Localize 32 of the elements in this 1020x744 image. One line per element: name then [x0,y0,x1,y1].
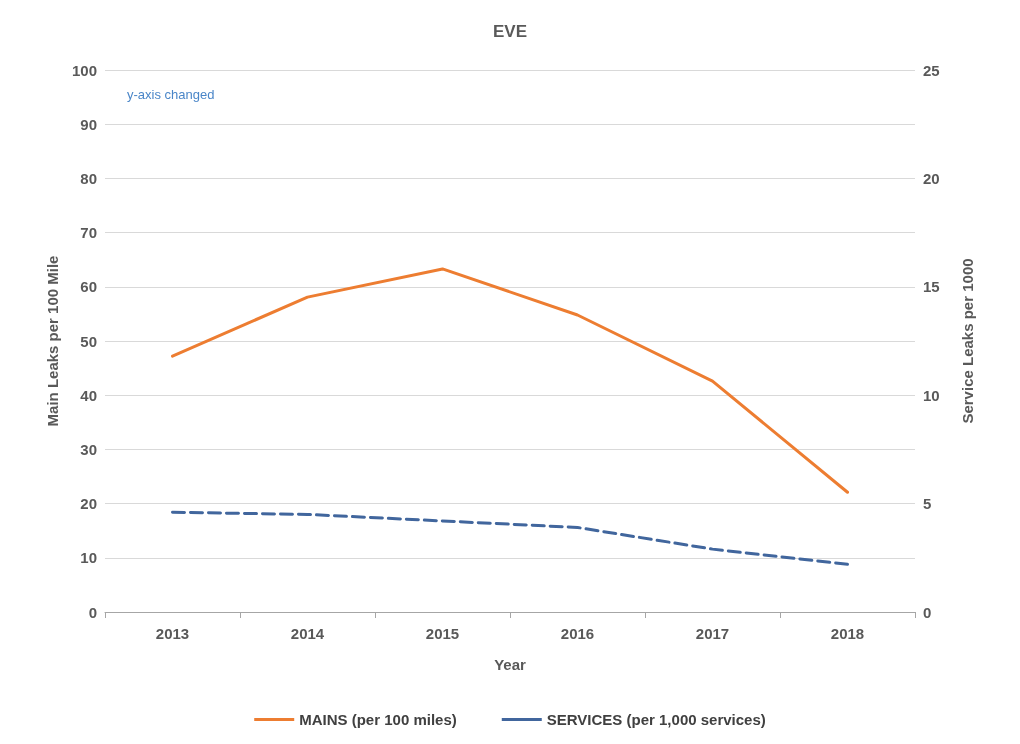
x-tick-label: 2017 [695,625,730,642]
legend-label: SERVICES (per 1,000 services) [546,711,766,728]
y2-tick-label: 20 [923,169,940,187]
y2-axis-title: Service Leaks per 1000 [959,258,976,424]
annotation: y-axis changed [127,87,215,102]
legend-label: MAINS (per 100 miles) [299,711,457,728]
x-tick-label: 2015 [425,625,460,642]
y2-tick-label: 10 [923,386,940,404]
y-tick-label: 10 [80,549,97,567]
y-tick-label: 60 [80,278,97,296]
line-series [171,267,849,494]
line-series [171,510,849,566]
y-tick-label: 40 [80,386,97,404]
y-tick-label: 20 [80,495,97,513]
x-tick-label: 2013 [155,625,190,642]
y-tick-label: 80 [80,169,97,187]
y-tick-label: 0 [88,603,97,621]
y2-tick-label: 5 [923,495,932,513]
y2-tick-label: 15 [923,278,940,296]
y-tick-label: 50 [80,332,97,350]
x-tick-label: 2016 [560,625,595,642]
y-tick-label: 70 [80,224,97,242]
y2-tick-label: 25 [923,61,940,79]
y-tick-label: 90 [80,115,97,133]
y-tick-label: 30 [80,440,97,458]
x-axis-title: Year [494,656,527,673]
chart-title: EVE [492,22,528,41]
x-tick-label: 2014 [290,625,325,642]
y-axis-title: Main Leaks per 100 Mile [44,255,61,427]
y-tick-label: 100 [71,61,97,79]
x-tick-label: 2018 [830,625,865,642]
y2-tick-label: 0 [923,603,932,621]
